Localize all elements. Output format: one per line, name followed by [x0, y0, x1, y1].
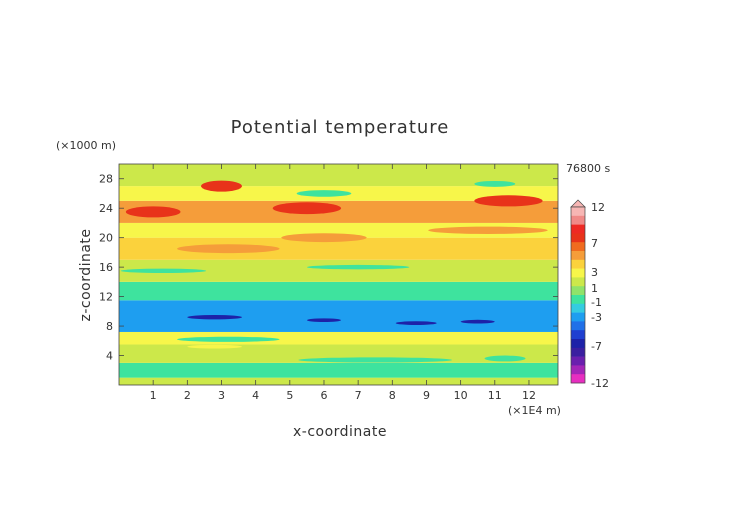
colorbar: 12 7 3 1-1 -3 -7 -12 [570, 199, 609, 390]
colorbar-label-7: -12 [591, 377, 609, 390]
x-tick-label-11: 11 [488, 389, 502, 402]
x-tick-label-3: 3 [218, 389, 225, 402]
colorbar-arrow [570, 199, 586, 208]
band-11 [119, 164, 558, 187]
x-tick-label-5: 5 [286, 389, 293, 402]
x-axis-label: x-coordinate [293, 424, 387, 440]
band-6 [119, 259, 558, 282]
y-axis: 4 8 12 16 20 24 28 [99, 173, 558, 363]
y-tick-label-8: 8 [106, 320, 113, 333]
contour-feature-13 [296, 190, 352, 197]
colorbar-swatch-14 [571, 330, 585, 340]
colorbar-swatch-4 [571, 242, 585, 252]
x-tick-label-6: 6 [320, 389, 327, 402]
band-5 [119, 281, 558, 301]
contour-feature-2 [484, 355, 526, 362]
contour-feature-6 [395, 321, 437, 325]
colorbar-swatch-10 [571, 295, 585, 305]
y-axis-label: z-coordinate [78, 228, 94, 321]
contour-feature-11 [474, 195, 543, 207]
contour-feature-3 [187, 344, 242, 349]
contour-feature-12 [474, 180, 516, 187]
colorbar-swatch-9 [571, 286, 585, 296]
colorbar-swatch-7 [571, 268, 585, 278]
x-axis: 1 2 3 4 5 6 7 8 9 10 11 12 [150, 164, 536, 402]
colorbar-swatch-13 [571, 321, 585, 331]
colorbar-swatch-1 [571, 215, 585, 225]
colorbar-label-1: 7 [591, 237, 598, 250]
contour-feature-16 [281, 233, 367, 243]
colorbar-swatch-3 [571, 233, 585, 243]
contour-feature-8 [125, 206, 181, 218]
y-tick-label-24: 24 [99, 202, 113, 215]
band-0 [119, 377, 558, 385]
x-tick-label-8: 8 [389, 389, 396, 402]
band-1 [119, 362, 558, 378]
colorbar-swatch-12 [571, 312, 585, 322]
time-label: 76800 s [566, 162, 610, 175]
y-tick-label-28: 28 [99, 173, 113, 186]
y-tick-label-16: 16 [99, 261, 113, 274]
colorbar-swatch-5 [571, 251, 585, 261]
contour-feature-4 [187, 315, 242, 320]
plot-area [118, 163, 559, 386]
band-4 [119, 300, 558, 332]
y-tick-label-4: 4 [106, 350, 113, 363]
plot-frame [118, 163, 559, 386]
y-tick-label-12: 12 [99, 291, 113, 304]
colorbar-swatch-6 [571, 259, 585, 269]
colorbar-label-5: -3 [591, 311, 602, 324]
chart-title: Potential temperature [231, 117, 450, 138]
y-tick-label-20: 20 [99, 232, 113, 245]
colorbar-swatch-18 [571, 365, 585, 375]
colorbar-frame [570, 206, 586, 384]
colorbar-swatch-16 [571, 347, 585, 357]
x-tick-label-1: 1 [150, 389, 157, 402]
band-2 [119, 344, 558, 363]
contour-feature-14 [428, 226, 548, 234]
colorbar-swatch-8 [571, 277, 585, 287]
x-tick-label-12: 12 [522, 389, 536, 402]
colorbar-swatch-11 [571, 303, 585, 313]
colorbar-label-2: 3 [591, 266, 598, 279]
colorbar-label-4: -1 [591, 296, 602, 309]
colorbar-swatch-19 [571, 374, 585, 384]
x-unit-label: (×1E4 m) [508, 404, 561, 417]
band-7 [119, 237, 558, 260]
contour-feature-15 [177, 244, 280, 254]
band-8 [119, 222, 558, 238]
contour-feature-0 [177, 336, 280, 342]
colorbar-label-0: 12 [591, 201, 605, 214]
contour-feature-7 [460, 319, 495, 324]
contour-feature-1 [298, 357, 453, 363]
contour-feature-5 [306, 318, 342, 323]
x-tick-label-2: 2 [184, 389, 191, 402]
x-tick-label-10: 10 [454, 389, 468, 402]
colorbar-swatch-15 [571, 339, 585, 349]
band-9 [119, 200, 558, 223]
colorbar-label-3: 1 [591, 282, 598, 295]
x-tick-label-9: 9 [423, 389, 430, 402]
contour-feature-18 [306, 264, 410, 270]
x-tick-label-7: 7 [355, 389, 362, 402]
colorbar-swatch-17 [571, 356, 585, 366]
colorbar-swatch-0 [571, 207, 585, 217]
x-tick-label-4: 4 [252, 389, 259, 402]
contour-feature-17 [120, 268, 207, 274]
colorbar-label-6: -7 [591, 340, 602, 353]
colorbar-swatch-2 [571, 224, 585, 234]
y-unit-label: (×1000 m) [56, 139, 116, 152]
contour-feature-9 [200, 180, 242, 192]
contour-feature-10 [272, 202, 342, 215]
